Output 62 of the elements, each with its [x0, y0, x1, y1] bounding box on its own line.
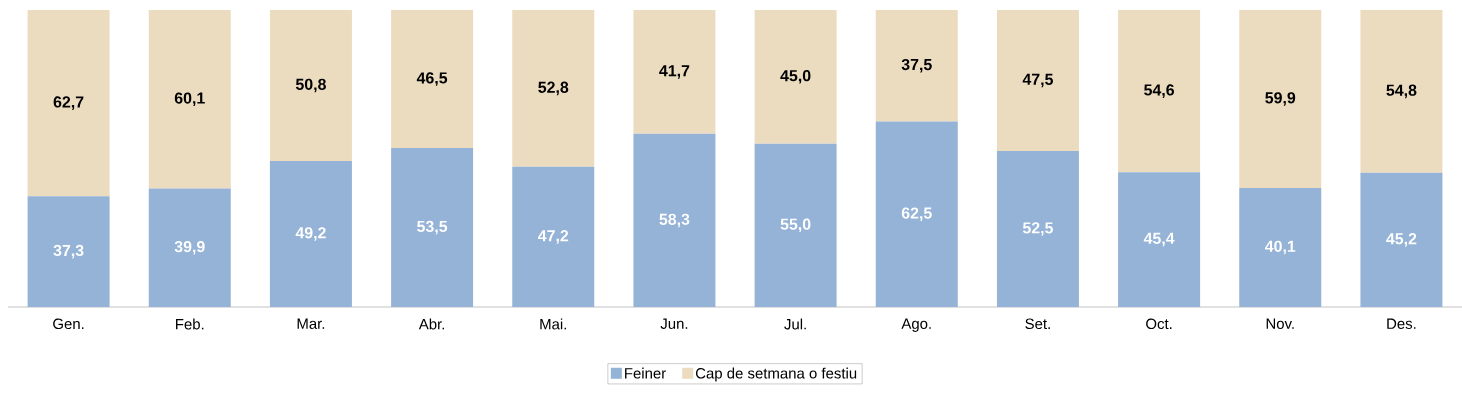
data-label: 37,3	[53, 244, 84, 259]
bar	[754, 143, 837, 307]
data-label: 62,5	[901, 207, 932, 221]
data-label: 54,6	[1144, 84, 1175, 98]
bar	[875, 10, 958, 122]
data-label: 50,8	[295, 78, 326, 93]
x-tick-label: Gen.	[53, 318, 84, 330]
x-tick-label: Nov.	[1266, 318, 1294, 329]
bar	[1239, 187, 1322, 307]
data-label: 55,0	[780, 218, 811, 233]
data-label: 58,3	[659, 213, 690, 228]
bar	[391, 148, 474, 307]
bar	[996, 151, 1079, 307]
bar	[875, 121, 958, 307]
legend-label: Feiner	[625, 367, 666, 379]
bar	[269, 10, 352, 161]
bar	[512, 166, 595, 307]
data-label: 40,1	[1264, 240, 1296, 255]
bar	[27, 10, 110, 197]
x-tick-label: Des.	[1387, 318, 1416, 329]
data-label: 60,1	[174, 92, 205, 107]
data-label: 41,7	[659, 65, 690, 79]
data-label: 45,2	[1386, 233, 1417, 247]
bar	[1118, 10, 1201, 173]
bar	[1118, 172, 1201, 307]
x-tick-label: Jun.	[660, 318, 688, 329]
x-tick-label: Feb.	[176, 318, 204, 330]
data-label: 62,7	[53, 96, 84, 110]
data-label: 53,5	[417, 220, 448, 235]
bar	[269, 160, 352, 307]
x-tick-label: Abr.	[418, 318, 445, 330]
bar	[754, 10, 837, 144]
data-label: 59,9	[1265, 92, 1296, 106]
data-label: 47,5	[1022, 73, 1053, 88]
x-tick-label: Mar.	[297, 318, 325, 329]
x-tick-label: Ago.	[901, 318, 931, 332]
bar	[633, 133, 716, 307]
data-label: 46,5	[416, 72, 448, 86]
bar	[148, 10, 231, 189]
x-tick-label: Oct.	[1146, 318, 1172, 330]
x-tick-label: Mai.	[540, 318, 566, 330]
data-label: 52,5	[1022, 222, 1053, 236]
data-label: 47,2	[537, 230, 569, 244]
bar	[996, 10, 1079, 152]
data-label: 45,4	[1143, 232, 1175, 247]
legend-label: Cap de setmana o festiu	[695, 367, 857, 382]
bar	[1239, 10, 1322, 188]
bar	[1360, 10, 1443, 173]
data-label: 54,8	[1386, 84, 1417, 99]
bar	[391, 10, 474, 149]
bar	[512, 10, 595, 167]
x-tick-label: Set.	[1025, 318, 1050, 330]
bar	[27, 196, 110, 307]
x-tick-label: Jul.	[784, 318, 806, 330]
data-label: 37,5	[901, 58, 932, 73]
data-label: 49,2	[295, 227, 326, 241]
bar	[1360, 172, 1443, 307]
data-label: 52,8	[538, 81, 569, 96]
data-label: 45,0	[780, 70, 811, 84]
data-label: 39,9	[174, 240, 205, 255]
bar	[633, 10, 716, 134]
bar	[148, 188, 231, 307]
